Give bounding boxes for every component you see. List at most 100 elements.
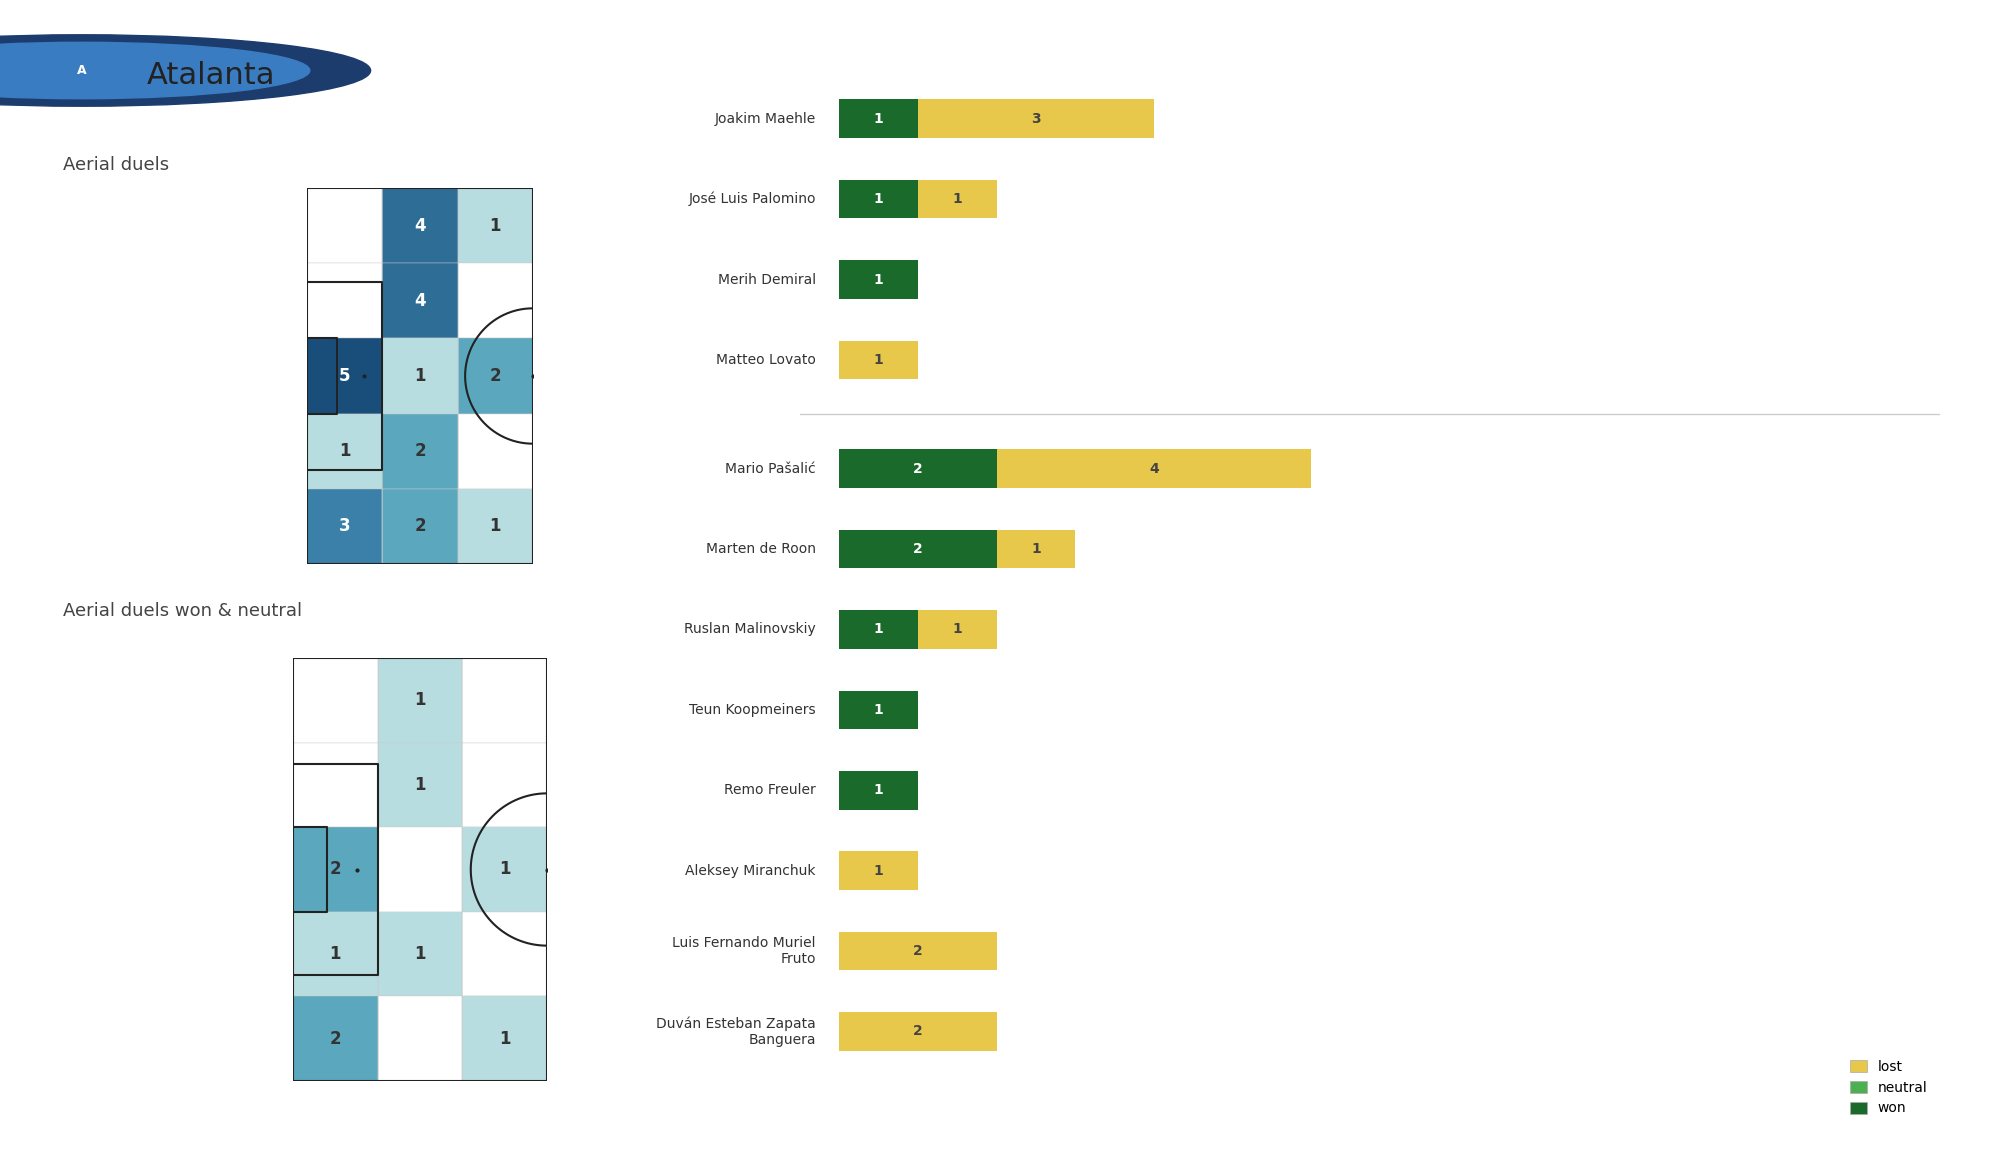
Text: Aerial duels: Aerial duels — [62, 155, 168, 174]
Bar — [462, 827, 546, 912]
Bar — [996, 530, 1076, 569]
Text: 1: 1 — [490, 216, 500, 235]
Bar — [294, 743, 378, 827]
Text: 2: 2 — [914, 542, 922, 556]
Text: Mario Pašalić: Mario Pašalić — [726, 462, 816, 476]
Text: 4: 4 — [1148, 462, 1158, 476]
Bar — [382, 188, 458, 263]
Text: 1: 1 — [1030, 542, 1040, 556]
Text: 4: 4 — [414, 216, 426, 235]
Text: 1: 1 — [874, 193, 884, 206]
Bar — [840, 852, 918, 889]
Bar — [382, 489, 458, 564]
Bar — [378, 743, 462, 827]
Bar — [840, 691, 918, 730]
Text: Remo Freuler: Remo Freuler — [724, 784, 816, 798]
Text: Joakim Maehle: Joakim Maehle — [714, 112, 816, 126]
Legend: lost, neutral, won: lost, neutral, won — [1844, 1054, 1934, 1121]
Text: Matteo Lovato: Matteo Lovato — [716, 352, 816, 367]
Bar — [294, 658, 378, 743]
Bar — [308, 489, 382, 564]
Text: Ruslan Malinovskiy: Ruslan Malinovskiy — [684, 623, 816, 637]
Bar — [458, 338, 532, 414]
Bar — [294, 827, 378, 912]
Bar — [458, 414, 532, 489]
Text: A: A — [76, 63, 86, 78]
Bar — [840, 1012, 996, 1050]
Bar — [918, 180, 996, 219]
Text: 2: 2 — [914, 944, 922, 958]
Text: 1: 1 — [330, 945, 342, 963]
Bar — [382, 263, 458, 338]
Text: 1: 1 — [340, 442, 350, 461]
Text: Teun Koopmeiners: Teun Koopmeiners — [690, 703, 816, 717]
Bar — [308, 338, 382, 414]
Text: 5: 5 — [340, 367, 350, 385]
Text: 1: 1 — [414, 691, 426, 710]
Text: 1: 1 — [874, 352, 884, 367]
Bar — [378, 658, 462, 743]
Text: 2: 2 — [914, 1025, 922, 1039]
Text: 1: 1 — [414, 945, 426, 963]
Text: Duván Esteban Zapata
Banguera: Duván Esteban Zapata Banguera — [656, 1016, 816, 1047]
Text: 1: 1 — [414, 367, 426, 385]
Text: 2: 2 — [490, 367, 502, 385]
Text: 1: 1 — [874, 623, 884, 637]
Bar — [382, 414, 458, 489]
Text: 1: 1 — [874, 703, 884, 717]
Bar — [840, 341, 918, 380]
Bar — [378, 827, 462, 912]
Text: 1: 1 — [490, 517, 500, 536]
Text: Aleksey Miranchuk: Aleksey Miranchuk — [686, 864, 816, 878]
Text: 4: 4 — [414, 291, 426, 310]
Bar — [378, 996, 462, 1081]
Bar — [996, 449, 1312, 488]
Bar — [462, 658, 546, 743]
Bar — [840, 530, 996, 569]
Bar — [840, 771, 918, 810]
Text: Aerial duels won & neutral: Aerial duels won & neutral — [62, 602, 302, 620]
Text: 1: 1 — [874, 784, 884, 798]
Bar — [840, 100, 918, 137]
Text: 1: 1 — [952, 193, 962, 206]
Bar — [918, 100, 1154, 137]
Text: 2: 2 — [414, 442, 426, 461]
Text: Merih Demiral: Merih Demiral — [718, 273, 816, 287]
Bar — [378, 912, 462, 996]
Bar — [308, 263, 382, 338]
Bar — [462, 996, 546, 1081]
Bar — [840, 180, 918, 219]
Text: 1: 1 — [414, 776, 426, 794]
Text: Atalanta: Atalanta — [146, 61, 274, 89]
Bar — [294, 996, 378, 1081]
Text: 3: 3 — [1032, 112, 1040, 126]
Bar — [840, 449, 996, 488]
Text: 2: 2 — [414, 517, 426, 536]
Bar — [382, 338, 458, 414]
Bar — [840, 261, 918, 298]
Bar — [308, 188, 382, 263]
Text: 1: 1 — [498, 860, 510, 879]
Circle shape — [0, 35, 370, 106]
Text: 2: 2 — [914, 462, 922, 476]
Bar — [458, 263, 532, 338]
Circle shape — [0, 42, 310, 99]
Text: 3: 3 — [338, 517, 350, 536]
Bar — [458, 489, 532, 564]
Bar — [294, 912, 378, 996]
Text: 1: 1 — [874, 112, 884, 126]
Text: 2: 2 — [330, 1029, 342, 1048]
Bar — [840, 610, 918, 649]
Text: 1: 1 — [952, 623, 962, 637]
Bar — [308, 414, 382, 489]
Text: Luis Fernando Muriel
Fruto: Luis Fernando Muriel Fruto — [672, 936, 816, 966]
Text: José Luis Palomino: José Luis Palomino — [688, 192, 816, 207]
Text: Marten de Roon: Marten de Roon — [706, 542, 816, 556]
Bar — [458, 188, 532, 263]
Text: 2: 2 — [330, 860, 342, 879]
Bar — [462, 743, 546, 827]
Text: 1: 1 — [874, 864, 884, 878]
Bar — [840, 932, 996, 971]
Bar — [462, 912, 546, 996]
Text: 1: 1 — [874, 273, 884, 287]
